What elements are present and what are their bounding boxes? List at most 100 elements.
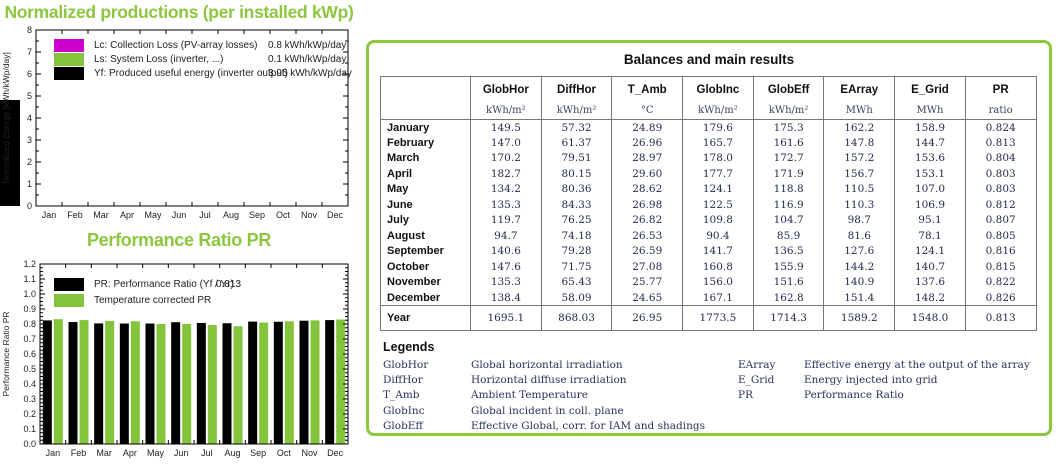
y-tick-label: 0.1 bbox=[23, 424, 36, 434]
table-cell: 140.9 bbox=[823, 274, 896, 290]
year-cell: 1589.2 bbox=[823, 305, 896, 331]
normalized-productions-chart: 0 1 2 3 4 5 6 7 8 Jan Feb Mar Apr May Jun Jul Aug Sep Oct N… bbox=[0, 24, 358, 236]
legend-term: DiffHor bbox=[383, 374, 423, 387]
x-tick-label: Oct bbox=[276, 210, 291, 220]
y-tick-label: 1.0 bbox=[23, 289, 36, 299]
legends-block: Legends GlobHor Global horizontal irradia… bbox=[383, 340, 1035, 432]
table-cell: 170.2 bbox=[470, 150, 542, 166]
y-tick-label: 1.1 bbox=[23, 274, 36, 284]
table-cell: 0.826 bbox=[964, 290, 1037, 306]
legend-description: Horizontal diffuse irradiation bbox=[471, 374, 627, 387]
bar bbox=[248, 321, 258, 444]
legend-description: Effective Global, corr. for IAM and shad… bbox=[471, 419, 705, 432]
table-cell: 79.28 bbox=[540, 243, 613, 259]
bar bbox=[196, 322, 206, 444]
bar bbox=[105, 321, 115, 444]
x-tick-label: Jul bbox=[201, 448, 213, 458]
legend-definition: EArray Effective energy at the output of … bbox=[738, 359, 1030, 374]
legend-description: Effective energy at the output of the ar… bbox=[804, 359, 1030, 371]
table-cell: 155.9 bbox=[752, 259, 825, 275]
x-tick-label: Nov bbox=[301, 210, 318, 220]
legend-definition: DiffHor Horizontal diffuse irradiation bbox=[383, 374, 705, 389]
month-label: June bbox=[380, 197, 471, 213]
legend-value: 3.95 kWh/kWp/day bbox=[268, 67, 352, 79]
table-cell: 24.89 bbox=[611, 119, 684, 135]
y-tick-label: 0 bbox=[27, 201, 32, 211]
table-cell: 78.1 bbox=[894, 228, 966, 244]
table-cell: 81.6 bbox=[823, 228, 896, 244]
bar bbox=[79, 320, 89, 444]
y-tick-label: 7 bbox=[27, 47, 32, 57]
x-tick-label: May bbox=[147, 448, 165, 458]
month-label: July bbox=[380, 212, 471, 228]
bar bbox=[310, 320, 320, 444]
legend-definition: PR Performance Ratio bbox=[738, 389, 1030, 404]
table-cell: 135.3 bbox=[470, 274, 542, 290]
table-row: December 138.4 58.09 24.65 167.1 162.8 151.4 14… bbox=[380, 290, 1037, 306]
column-header: E_Grid bbox=[894, 76, 966, 102]
table-cell: 156.0 bbox=[682, 274, 754, 290]
legend-row: PR: Performance Ratio (Yf / Yr) :0.813 bbox=[54, 276, 241, 292]
table-cell: 26.59 bbox=[611, 243, 684, 259]
legend-description: Energy injected into grid bbox=[804, 374, 938, 387]
table-cell: 136.5 bbox=[752, 243, 825, 259]
legend-term: T_Amb bbox=[383, 389, 420, 402]
table-cell: 65.43 bbox=[540, 274, 613, 290]
bar bbox=[94, 323, 104, 444]
table-cell: 0.804 bbox=[964, 150, 1037, 166]
table-cell: 24.65 bbox=[611, 290, 684, 306]
column-header bbox=[380, 76, 471, 102]
normalized-productions-title: Normalized productions (per installed kW… bbox=[4, 2, 354, 22]
performance-ratio-plot: 0.0 0.1 0.2 0.3 0.4 0.5 0.6 0.7 0.8 0.9 1.0 1.1 1.2 J… bbox=[1, 259, 349, 458]
x-tick-label: Sep bbox=[250, 448, 266, 458]
y-tick-label: 1.2 bbox=[23, 259, 36, 269]
table-cell: 0.813 bbox=[964, 135, 1037, 151]
table-cell: 79.51 bbox=[540, 150, 613, 166]
x-tick-label: Mar bbox=[96, 448, 112, 458]
y-tick-label: 1 bbox=[27, 179, 32, 189]
table-cell: 144.7 bbox=[894, 135, 966, 151]
table-cell: 26.98 bbox=[611, 197, 684, 213]
bar bbox=[336, 319, 346, 444]
month-label: February bbox=[380, 135, 471, 151]
table-cell: 148.2 bbox=[894, 290, 966, 306]
legend-definition: T_Amb Ambient Temperature bbox=[383, 389, 705, 404]
legend-value: 0.1 kWh/kWp/day bbox=[268, 53, 347, 65]
table-cell: 149.5 bbox=[470, 119, 542, 135]
table-row: August 94.7 74.18 26.53 90.4 85.9 81.6 78.1 0.80… bbox=[380, 228, 1037, 244]
table-cell: 84.33 bbox=[540, 197, 613, 213]
table-cell: 71.75 bbox=[540, 259, 613, 275]
legend-term: GlobInc bbox=[383, 404, 425, 417]
legend-definition: GlobEff Effective Global, corr. for IAM a… bbox=[383, 420, 705, 435]
y-tick-label: 0.0 bbox=[23, 439, 36, 449]
y-tick-label: 0.7 bbox=[23, 334, 36, 344]
legend-definition: E_Grid Energy injected into grid bbox=[738, 374, 1030, 389]
month-label: November bbox=[380, 274, 471, 290]
table-cell: 110.3 bbox=[823, 197, 896, 213]
x-tick-label: Jul bbox=[199, 210, 211, 220]
table-cell: 0.812 bbox=[964, 197, 1037, 213]
year-cell: 1714.3 bbox=[752, 305, 825, 331]
column-unit: MWh bbox=[823, 102, 896, 120]
table-cell: 118.8 bbox=[752, 181, 825, 197]
column-unit: °C bbox=[611, 102, 684, 120]
y-tick-label: 0.3 bbox=[23, 394, 36, 404]
table-cell: 109.8 bbox=[682, 212, 754, 228]
balances-table: GlobHor DiffHor T_Amb GlobInc GlobEff EArray E… bbox=[380, 76, 1037, 331]
table-cell: 151.4 bbox=[823, 290, 896, 306]
table-cell: 144.2 bbox=[823, 259, 896, 275]
x-tick-label: Feb bbox=[67, 210, 83, 220]
legend-description: Performance Ratio bbox=[804, 389, 904, 402]
legend-swatch-icon bbox=[54, 293, 84, 307]
table-cell: 0.805 bbox=[964, 228, 1037, 244]
bar bbox=[233, 326, 243, 444]
table-cell: 0.803 bbox=[964, 166, 1037, 182]
bar bbox=[284, 321, 294, 444]
table-cell: 172.7 bbox=[752, 150, 825, 166]
table-cell: 76.25 bbox=[540, 212, 613, 228]
y-tick-label: 4 bbox=[27, 113, 32, 123]
table-cell: 171.9 bbox=[752, 166, 825, 182]
y-tick-label: 3 bbox=[27, 135, 32, 145]
table-cell: 167.1 bbox=[682, 290, 754, 306]
y-tick-label: 0.5 bbox=[23, 364, 36, 374]
